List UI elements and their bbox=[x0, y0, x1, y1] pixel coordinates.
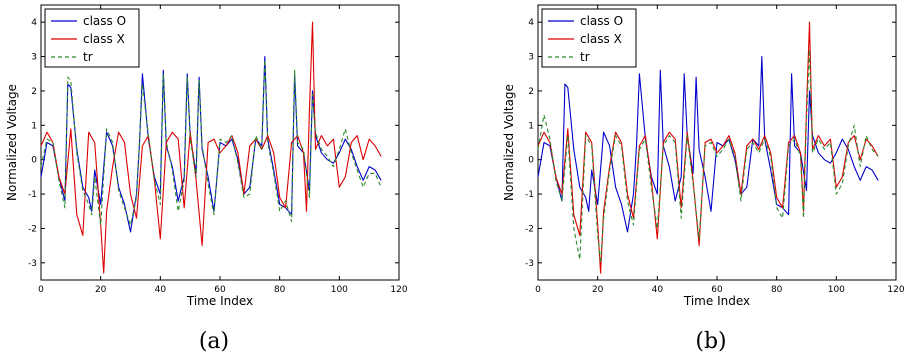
x-tick-label: 0 bbox=[535, 285, 541, 295]
series-line-class-x bbox=[40, 21, 382, 274]
y-tick-label: 3 bbox=[528, 53, 534, 63]
y-tick-label: -3 bbox=[28, 259, 37, 269]
legend-label: tr bbox=[83, 50, 93, 64]
legend-label: tr bbox=[580, 50, 590, 64]
series-line-class-o bbox=[537, 56, 879, 233]
legend: class O class X tr bbox=[541, 8, 637, 68]
y-tick-label: -1 bbox=[525, 190, 534, 200]
legend-label: class X bbox=[83, 32, 125, 46]
y-tick-label: -2 bbox=[28, 224, 37, 234]
x-tick-label: 0 bbox=[38, 285, 44, 295]
x-tick-label: 20 bbox=[592, 285, 604, 295]
x-tick-label: 80 bbox=[274, 285, 286, 295]
y-tick-label: -1 bbox=[28, 190, 37, 200]
x-tick-label: 20 bbox=[95, 285, 107, 295]
y-tick-label: 4 bbox=[31, 18, 37, 28]
y-tick-label: 2 bbox=[528, 87, 534, 97]
series-line-class-x bbox=[537, 21, 879, 274]
legend-label: class O bbox=[580, 14, 623, 28]
series-line-tr bbox=[537, 49, 879, 264]
y-tick-label: -3 bbox=[525, 259, 534, 269]
y-tick-label: 2 bbox=[31, 87, 37, 97]
x-axis-label: Time Index bbox=[683, 294, 750, 308]
y-tick-label: 4 bbox=[528, 18, 534, 28]
x-tick-label: 60 bbox=[214, 285, 226, 295]
x-tick-label: 100 bbox=[331, 285, 348, 295]
y-tick-label: -2 bbox=[525, 224, 534, 234]
x-tick-label: 40 bbox=[652, 285, 664, 295]
y-tick-label: 1 bbox=[31, 121, 37, 131]
y-axis-label: Normalized Voltage bbox=[502, 84, 516, 201]
series-line-tr bbox=[40, 59, 382, 226]
legend-label: class X bbox=[580, 32, 622, 46]
y-axis-label: Normalized Voltage bbox=[5, 84, 19, 201]
x-axis-label: Time Index bbox=[186, 294, 253, 308]
y-tick-label: 1 bbox=[528, 121, 534, 131]
x-tick-label: 100 bbox=[828, 285, 845, 295]
y-tick-label: 0 bbox=[528, 156, 534, 166]
chart-panel-a: 0 20 40 60 80 100 120 -3 -2 -1 0 1 2 3 4 class O class X… bbox=[5, 4, 408, 354]
legend-label: class O bbox=[83, 14, 126, 28]
x-tick-label: 60 bbox=[711, 285, 723, 295]
y-tick-label: 3 bbox=[31, 53, 37, 63]
y-tick-label: 0 bbox=[31, 156, 37, 166]
series-line-class-o bbox=[40, 56, 382, 233]
legend: class O class X tr bbox=[44, 8, 140, 68]
panel-caption: (b) bbox=[695, 329, 726, 354]
chart-panel-b: 0 20 40 60 80 100 120 -3 -2 -1 0 1 2 3 4 class O class X… bbox=[502, 4, 905, 354]
x-tick-label: 80 bbox=[771, 285, 783, 295]
panel-caption: (a) bbox=[199, 329, 229, 354]
x-tick-label: 120 bbox=[390, 285, 407, 295]
x-tick-label: 120 bbox=[887, 285, 904, 295]
x-tick-label: 40 bbox=[155, 285, 167, 295]
